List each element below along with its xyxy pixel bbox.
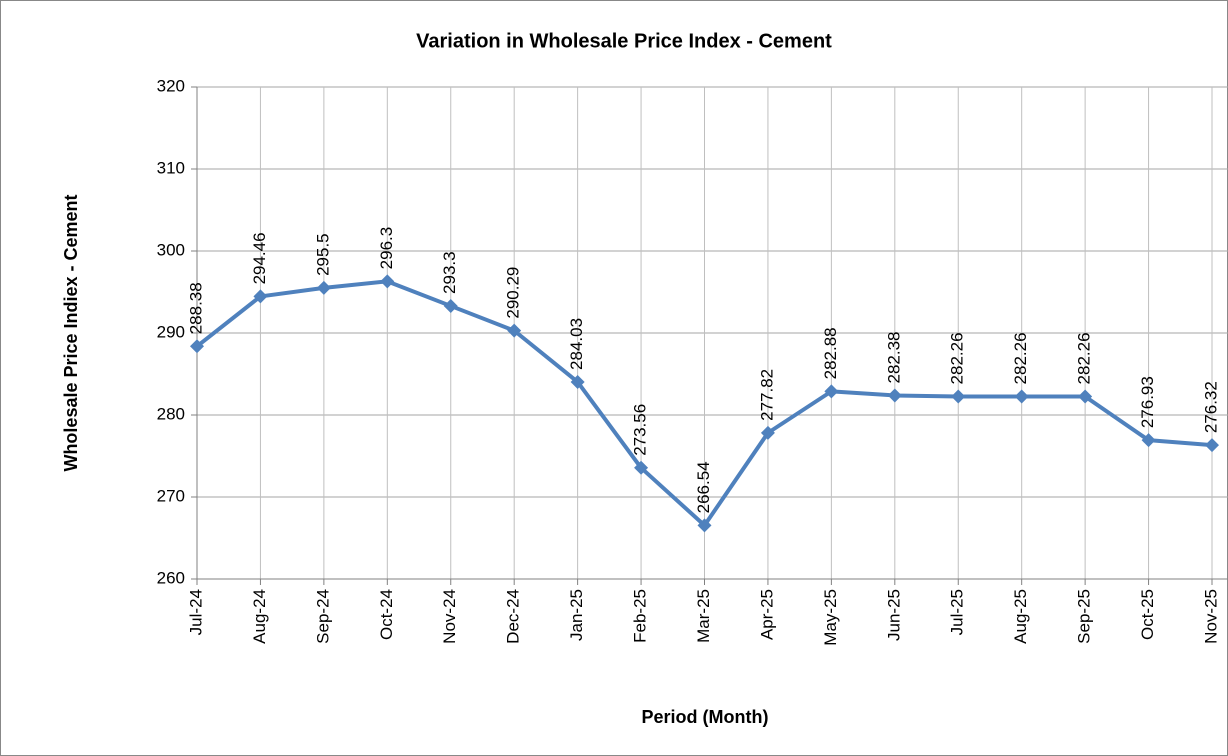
x-tick-label: Dec-24	[504, 589, 523, 644]
data-label: 273.56	[631, 404, 650, 456]
x-tick-label: Apr-25	[757, 589, 776, 640]
data-label: 276.32	[1201, 381, 1220, 433]
x-axis-label: Period (Month)	[642, 707, 769, 727]
data-point	[1078, 389, 1093, 404]
data-label: 294.46	[250, 232, 269, 284]
data-point	[951, 389, 966, 404]
data-point	[190, 339, 204, 354]
data-label: 282.88	[821, 327, 840, 379]
x-tick-label: Jun-25	[884, 589, 903, 641]
data-label: 288.38	[186, 282, 205, 334]
y-axis-label: Wholesale Price Indiex - Cement	[61, 194, 81, 471]
x-tick-label: May-25	[821, 589, 840, 646]
y-tick-label: 310	[157, 158, 185, 177]
x-tick-label: Sep-24	[313, 589, 332, 644]
x-tick-label: Aug-25	[1011, 589, 1030, 644]
x-tick-label: Oct-24	[377, 589, 396, 640]
data-label: 266.54	[694, 461, 713, 513]
x-tick-label: Aug-24	[250, 589, 269, 644]
y-tick-label: 270	[157, 486, 185, 505]
data-point	[1014, 389, 1029, 404]
data-point	[380, 274, 395, 289]
data-label: 282.38	[884, 331, 903, 383]
x-tick-label: Nov-25	[1201, 589, 1220, 644]
x-tick-label: Nov-24	[440, 589, 459, 644]
x-tick-label: Oct-25	[1138, 589, 1157, 640]
x-tick-label: Jan-25	[567, 589, 586, 641]
y-tick-label: 260	[157, 568, 185, 587]
data-label: 282.26	[948, 332, 967, 384]
data-label: 296.3	[377, 227, 396, 270]
data-point	[253, 289, 268, 304]
data-point	[1205, 438, 1219, 453]
data-point	[760, 425, 775, 440]
data-point	[507, 323, 522, 338]
data-point	[316, 280, 331, 295]
data-label: 277.82	[757, 369, 776, 421]
data-label: 290.29	[504, 267, 523, 319]
data-label: 284.03	[567, 318, 586, 370]
data-point	[570, 374, 585, 389]
data-point	[634, 460, 649, 475]
y-tick-label: 280	[157, 404, 185, 423]
data-label: 293.3	[440, 251, 459, 294]
x-tick-label: Mar-25	[694, 589, 713, 643]
data-label: 276.93	[1138, 376, 1157, 428]
x-tick-label: Sep-25	[1075, 589, 1094, 644]
data-label: 295.5	[313, 233, 332, 276]
x-tick-label: Feb-25	[631, 589, 650, 643]
y-tick-label: 290	[157, 322, 185, 341]
x-tick-label: Jul-25	[948, 589, 967, 635]
data-point	[887, 388, 902, 403]
data-point	[1141, 433, 1156, 448]
y-tick-label: 320	[157, 76, 185, 95]
y-tick-label: 300	[157, 240, 185, 259]
x-tick-label: Jul-24	[186, 589, 205, 635]
data-point	[697, 518, 712, 533]
data-point	[824, 384, 839, 399]
data-point	[443, 298, 458, 313]
data-label: 282.26	[1011, 332, 1030, 384]
chart-title: Variation in Wholesale Price Index - Cem…	[416, 30, 832, 52]
data-label: 282.26	[1075, 332, 1094, 384]
